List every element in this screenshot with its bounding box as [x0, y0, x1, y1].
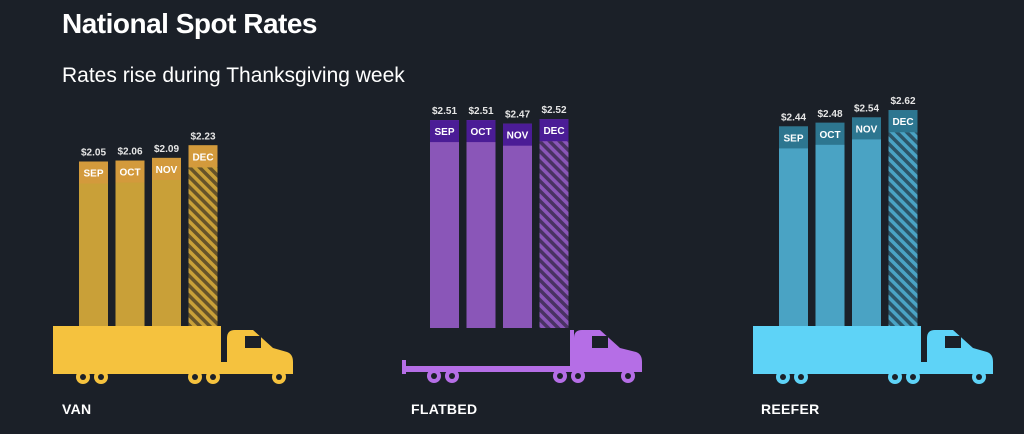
truck-hub-flatbed-1 [449, 373, 455, 379]
truck-headboard-flatbed [570, 330, 574, 368]
bar-month-label-flatbed-oct: OCT [470, 127, 491, 138]
bar-value-label-van-nov: $2.09 [154, 144, 179, 155]
bar-value-label-reefer-nov: $2.54 [854, 103, 879, 114]
bar-label-box-flatbed-dec [539, 119, 569, 142]
truck-hub-flatbed-3 [575, 373, 581, 379]
bar-label-box-flatbed-nov [503, 123, 532, 146]
truck-deck-flatbed [404, 366, 574, 372]
bar-flatbed-oct [466, 120, 496, 328]
truck-hitch-reefer [921, 362, 931, 368]
bar-hatch-van-dec [188, 167, 218, 328]
bar-month-label-reefer-sep: SEP [783, 133, 803, 144]
truck-hub-flatbed-2 [557, 373, 563, 379]
bar-reefer-sep [779, 126, 808, 329]
bar-label-box-reefer-dec [888, 110, 918, 133]
bar-label-box-flatbed-sep [430, 120, 459, 143]
bar-hatch-reefer-dec [888, 132, 918, 328]
truck-deck-end-flatbed [402, 360, 406, 374]
bar-label-box-reefer-nov [852, 117, 881, 140]
bar-label-box-reefer-oct [815, 122, 845, 145]
bar-van-sep [79, 161, 108, 328]
truck-hub-flatbed-4 [625, 373, 631, 379]
truck-hub-van-1 [98, 374, 104, 380]
truck-hub-van-4 [276, 374, 282, 380]
bar-label-box-van-sep [79, 161, 108, 184]
bar-month-label-reefer-dec: DEC [892, 117, 913, 128]
bar-value-label-flatbed-oct: $2.51 [468, 106, 493, 117]
bar-value-label-van-sep: $2.05 [81, 148, 106, 159]
truck-trailer-van [53, 326, 221, 370]
truck-window-van [245, 336, 261, 348]
truck-hub-flatbed-0 [431, 373, 437, 379]
bar-reefer-oct [815, 122, 845, 328]
bar-month-label-van-nov: NOV [156, 165, 178, 176]
bar-month-label-reefer-oct: OCT [819, 130, 840, 141]
chart-subtitle: Rates rise during Thanksgiving week [62, 64, 405, 87]
bar-month-label-flatbed-sep: SEP [434, 127, 454, 138]
truck-hub-van-2 [192, 374, 198, 380]
bar-month-label-flatbed-dec: DEC [543, 126, 564, 137]
truck-chassis-van [53, 368, 293, 374]
bar-value-label-reefer-oct: $2.48 [817, 109, 842, 120]
bar-van-nov [152, 157, 181, 328]
truck-window-reefer [945, 336, 961, 348]
bar-month-label-reefer-nov: NOV [856, 124, 878, 135]
bar-value-label-reefer-sep: $2.44 [781, 112, 806, 123]
group-label-reefer: REEFER [761, 401, 820, 417]
bar-flatbed-sep [430, 120, 459, 328]
truck-hub-reefer-0 [780, 374, 786, 380]
truck-hub-van-3 [210, 374, 216, 380]
group-label-van: VAN [62, 401, 92, 417]
bar-value-label-flatbed-nov: $2.47 [505, 110, 530, 121]
bar-reefer-nov [852, 117, 881, 329]
truck-window-flatbed [592, 336, 608, 348]
bar-label-box-reefer-sep [779, 126, 808, 149]
bar-flatbed-nov [503, 123, 532, 328]
bar-month-label-van-oct: OCT [119, 168, 140, 179]
bar-month-label-van-dec: DEC [192, 152, 213, 163]
truck-cab-van [227, 330, 293, 374]
truck-hub-reefer-4 [976, 374, 982, 380]
truck-cab-flatbed [574, 330, 642, 372]
truck-cab-reefer [927, 330, 993, 374]
truck-hub-reefer-2 [892, 374, 898, 380]
truck-hub-reefer-1 [798, 374, 804, 380]
bar-van-oct [115, 160, 145, 328]
bar-value-label-van-dec: $2.23 [190, 131, 215, 142]
truck-hitch-van [221, 362, 231, 368]
group-label-flatbed: FLATBED [411, 401, 478, 417]
bar-value-label-reefer-dec: $2.62 [890, 96, 915, 107]
bar-label-box-van-dec [188, 145, 218, 168]
bar-month-label-flatbed-nov: NOV [507, 131, 529, 142]
truck-hub-van-0 [80, 374, 86, 380]
truck-hub-reefer-3 [910, 374, 916, 380]
bar-value-label-flatbed-sep: $2.51 [432, 106, 457, 117]
bar-label-box-van-nov [152, 157, 181, 180]
bar-month-label-van-sep: SEP [83, 169, 103, 180]
bar-value-label-van-oct: $2.06 [117, 147, 142, 158]
truck-trailer-reefer [753, 326, 921, 370]
bar-value-label-flatbed-dec: $2.52 [541, 105, 566, 116]
bar-label-box-van-oct [115, 160, 145, 183]
truck-chassis-reefer [753, 368, 993, 374]
chart-title: National Spot Rates [62, 8, 317, 39]
bar-hatch-flatbed-dec [539, 141, 569, 328]
bar-label-box-flatbed-oct [466, 120, 496, 143]
